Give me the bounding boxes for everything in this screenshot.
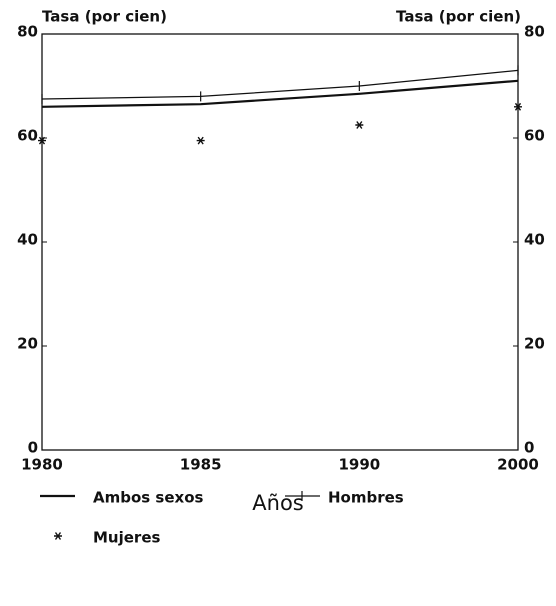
- x-tick-label: 2000: [497, 456, 539, 474]
- y2-axis-label: Tasa (por cien): [396, 8, 521, 26]
- y2-tick-label: 20: [524, 335, 545, 353]
- y-axis-label: Tasa (por cien): [42, 8, 167, 26]
- star-marker: [514, 102, 522, 111]
- y-tick-label: 20: [17, 335, 38, 353]
- series-line: [41, 79, 519, 108]
- y-tick-label: 40: [17, 231, 38, 249]
- y2-tick-label: 0: [524, 439, 534, 457]
- legend-symbol: [54, 532, 62, 540]
- y-tick-label: 0: [28, 439, 38, 457]
- y2-tick-label: 40: [524, 231, 545, 249]
- legend-label: Ambos sexos: [93, 489, 204, 507]
- star-marker: [38, 136, 46, 145]
- x-tick-label: 1990: [338, 456, 380, 474]
- y2-tick-label: 60: [524, 127, 545, 145]
- x-axis-label: Años: [252, 491, 303, 515]
- plot-frame: [41, 33, 519, 451]
- x-tick-label: 1980: [21, 456, 63, 474]
- y2-tick-label: 80: [524, 23, 545, 41]
- x-tick-label: 1985: [180, 456, 222, 474]
- legend-label: Hombres: [328, 489, 404, 507]
- legend-label: Mujeres: [93, 529, 160, 547]
- y-tick-label: 60: [17, 127, 38, 145]
- series-line: [41, 69, 519, 100]
- star-marker: [355, 121, 364, 129]
- y-tick-label: 80: [17, 23, 38, 41]
- star-marker: [196, 136, 205, 145]
